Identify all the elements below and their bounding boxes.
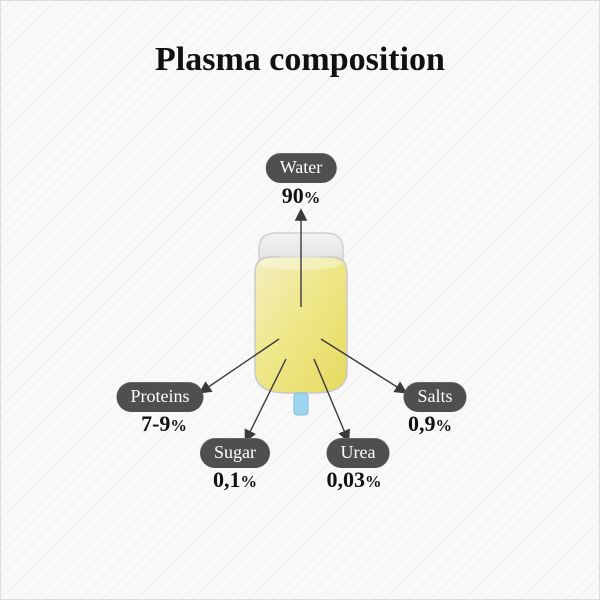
bag-port	[294, 393, 308, 415]
value-number-sugar: 0,1	[213, 467, 241, 492]
value-sugar: 0,1%	[213, 467, 257, 493]
label-pill-proteins: Proteins	[116, 382, 203, 412]
value-urea: 0,03%	[327, 467, 382, 493]
value-unit-sugar: %	[241, 472, 258, 491]
value-unit-salts: %	[436, 416, 453, 435]
arrow-sugar	[246, 359, 286, 440]
value-number-urea: 0,03	[327, 467, 366, 492]
label-pill-water: Water	[266, 153, 337, 183]
value-unit-water: %	[304, 188, 321, 207]
label-pill-sugar: Sugar	[200, 438, 270, 468]
value-number-water: 90	[282, 183, 304, 208]
value-number-proteins: 7-9	[141, 411, 170, 436]
value-proteins: 7-9%	[141, 411, 187, 437]
label-pill-salts: Salts	[403, 382, 466, 412]
label-pill-urea: Urea	[327, 438, 390, 468]
page-title: Plasma composition	[1, 41, 599, 79]
arrows-group	[201, 211, 405, 440]
value-unit-proteins: %	[170, 416, 187, 435]
arrow-salts	[321, 339, 405, 392]
value-water: 90%	[282, 183, 321, 209]
value-salts: 0,9%	[408, 411, 452, 437]
labels-layer: Water90% Proteins7-9% Sugar0,1% Urea0,03% Sa…	[1, 1, 600, 600]
bag-body	[255, 257, 347, 393]
bag-cap	[259, 233, 343, 269]
arrow-urea	[314, 359, 348, 440]
bag-surface-highlight	[259, 256, 343, 270]
arrow-proteins	[201, 339, 279, 392]
value-unit-urea: %	[365, 472, 382, 491]
value-number-salts: 0,9	[408, 411, 436, 436]
plasma-bag-illustration	[1, 1, 600, 600]
